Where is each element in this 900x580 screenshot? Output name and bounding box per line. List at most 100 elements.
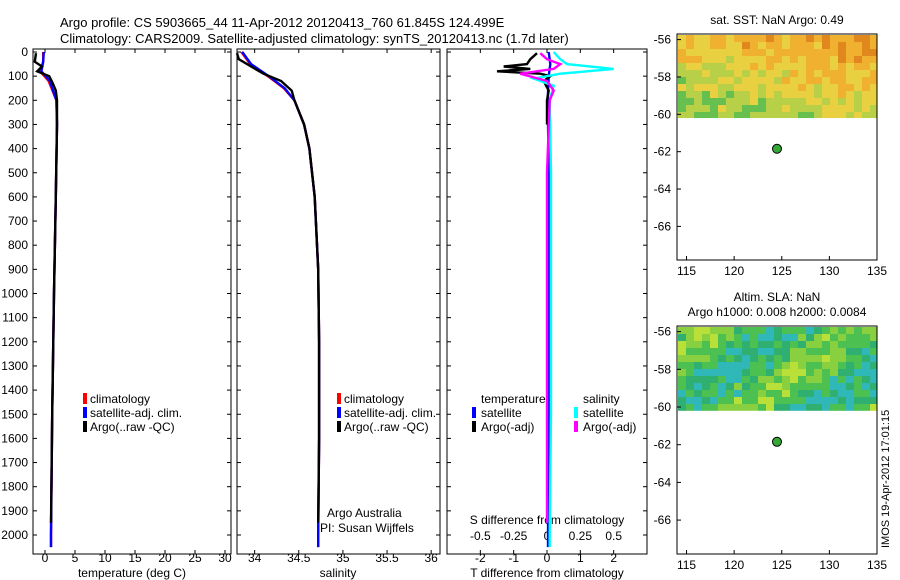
map-cell <box>742 362 750 369</box>
figure-title-line1: Argo profile: CS 5903665_44 11-Apr-2012 … <box>60 15 505 30</box>
map-cell <box>678 341 686 348</box>
map-cell <box>726 334 734 341</box>
y-tick-label: 1200 <box>1 335 28 349</box>
map-cell <box>798 334 806 341</box>
map-cell <box>806 42 814 49</box>
y-tick-label: 400 <box>8 142 28 156</box>
map-cell <box>862 49 870 56</box>
map-cell <box>750 70 758 77</box>
map-cell <box>814 112 822 119</box>
x-tick-label: -1 <box>508 551 519 565</box>
map-cell <box>742 341 750 348</box>
map-cell <box>822 35 830 42</box>
credit-pi: PI: Susan Wijffels <box>320 521 414 535</box>
map-cell <box>766 70 774 77</box>
map-cell <box>862 56 870 63</box>
map-cell <box>822 369 830 376</box>
map-cell <box>798 348 806 355</box>
map-cell <box>790 362 798 369</box>
map-cell <box>726 77 734 84</box>
map-cell <box>726 327 734 334</box>
map-cell <box>726 341 734 348</box>
map-cell <box>686 362 694 369</box>
map-cell <box>870 341 877 348</box>
map-cell <box>774 397 782 404</box>
map-cell <box>814 56 822 63</box>
map-cell <box>806 98 814 105</box>
map-cell <box>702 84 710 91</box>
map-cell <box>710 42 718 49</box>
map-cell <box>790 390 798 397</box>
map-cell <box>846 404 854 411</box>
y-tick-label: 2000 <box>1 528 28 542</box>
map-cell <box>862 341 870 348</box>
map-cell <box>782 98 790 105</box>
legend-swatch-climatology <box>83 393 87 404</box>
map-cell <box>694 98 702 105</box>
map-cell <box>854 77 862 84</box>
series-line-t-satellite <box>546 51 552 548</box>
map-cell <box>710 397 718 404</box>
map-cell <box>718 98 726 105</box>
map-cell <box>766 42 774 49</box>
map-cell <box>710 390 718 397</box>
map-cell <box>822 77 830 84</box>
map-cell <box>758 362 766 369</box>
map-cell <box>750 49 758 56</box>
map-cell <box>686 98 694 105</box>
map-cell <box>854 334 862 341</box>
map-cell <box>766 84 774 91</box>
map-cell <box>782 327 790 334</box>
map-cell <box>702 334 710 341</box>
map-cell <box>766 341 774 348</box>
map-cell <box>798 91 806 98</box>
map-cell <box>870 404 877 411</box>
map-cell <box>822 362 830 369</box>
map-cell <box>790 355 798 362</box>
map-cell <box>678 98 686 105</box>
map-cell <box>686 369 694 376</box>
map-cell <box>822 70 830 77</box>
map-cell <box>734 91 742 98</box>
map-cell <box>790 369 798 376</box>
map-cell <box>726 404 734 411</box>
map-cell <box>814 49 822 56</box>
map-cell <box>870 355 877 362</box>
map-cell <box>870 105 877 112</box>
map-cell <box>710 91 718 98</box>
map-cell <box>774 105 782 112</box>
map-cell <box>766 376 774 383</box>
map-cell <box>750 56 758 63</box>
map-cell <box>678 63 686 70</box>
map-cell <box>694 56 702 63</box>
map-cell <box>742 56 750 63</box>
map-cell <box>854 105 862 112</box>
map-cell <box>710 70 718 77</box>
map-cell <box>838 112 846 119</box>
series-line-argo-raw-qc- <box>235 52 321 523</box>
map-cell <box>758 42 766 49</box>
map-cell <box>782 348 790 355</box>
map-cell <box>798 35 806 42</box>
map-cell <box>814 98 822 105</box>
map-cell <box>726 390 734 397</box>
map-cell <box>846 362 854 369</box>
map-cell <box>854 369 862 376</box>
legend-swatch-t-argo <box>472 421 476 432</box>
map-cell <box>702 49 710 56</box>
map-cell <box>710 383 718 390</box>
map-cell <box>726 91 734 98</box>
map-cell <box>710 49 718 56</box>
map-cell <box>830 348 838 355</box>
map-cell <box>742 348 750 355</box>
map-cell <box>838 42 846 49</box>
map-cell <box>734 341 742 348</box>
map-cell <box>830 49 838 56</box>
map-cell <box>686 105 694 112</box>
map-cell <box>702 376 710 383</box>
map-cell <box>766 334 774 341</box>
map-cell <box>862 376 870 383</box>
map-cell <box>814 404 822 411</box>
map-cell <box>678 112 686 119</box>
map-cell <box>694 362 702 369</box>
